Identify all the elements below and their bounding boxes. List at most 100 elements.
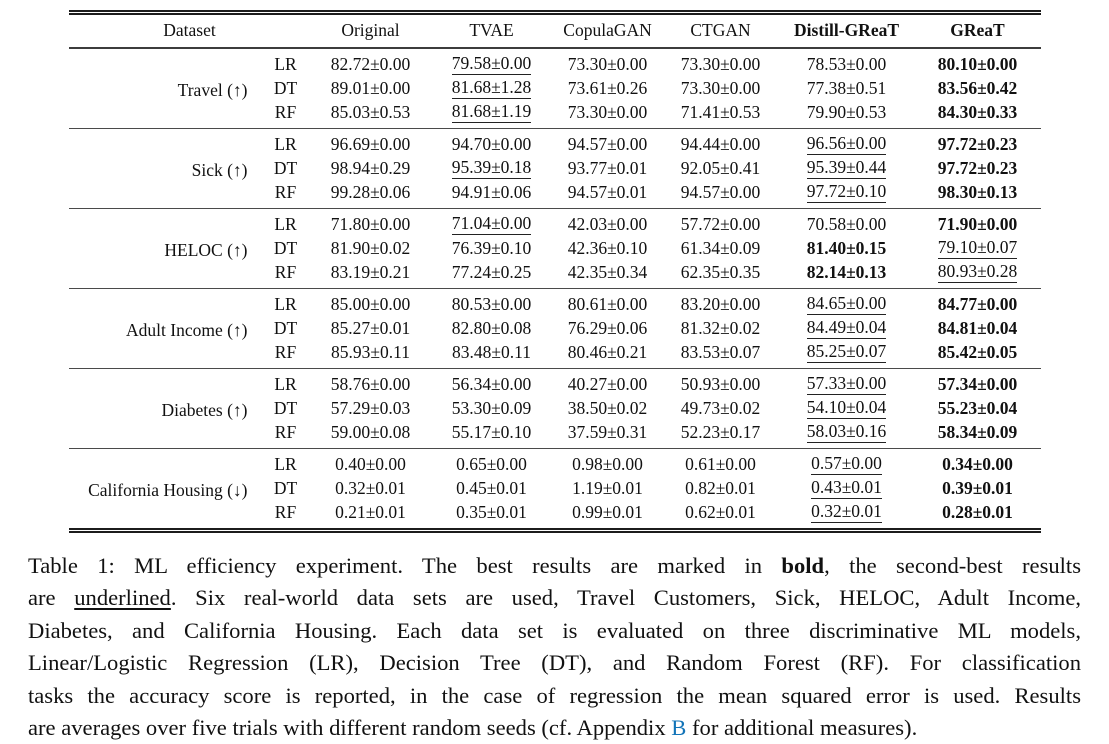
metric-value: 71.90±0.00	[937, 213, 1018, 234]
value-cell: 57.33±0.00	[779, 369, 915, 397]
metric-value: 1.19±0.01	[572, 477, 643, 498]
caption-text: Diabetes, and California Housing. Each d…	[28, 617, 1081, 643]
value-cell: 97.72±0.23	[915, 129, 1041, 157]
metric-value: 57.33±0.00	[806, 373, 887, 395]
table-row: DT 89.01±0.00 81.68±1.28 73.61±0.26 73.30±0.…	[69, 76, 1041, 100]
metric-value: 92.05±0.41	[680, 157, 761, 178]
appendix-b-link[interactable]: B	[671, 715, 687, 741]
dataset-label: Sick (↑)	[191, 159, 248, 180]
value-cell: 89.01±0.00	[311, 76, 431, 100]
metric-value: 83.19±0.21	[330, 261, 411, 282]
metric-value: 81.32±0.02	[680, 317, 761, 338]
metric-value: 0.62±0.01	[685, 501, 756, 522]
value-cell: 61.34±0.09	[663, 236, 779, 260]
model-label: DT	[273, 237, 298, 258]
value-cell: 82.72±0.00	[311, 48, 431, 76]
metric-value: 84.49±0.04	[806, 317, 887, 339]
metric-value: 80.93±0.28	[937, 261, 1018, 283]
value-cell: 42.36±0.10	[553, 236, 663, 260]
value-cell: 0.82±0.01	[663, 476, 779, 500]
metric-value: 58.34±0.09	[937, 421, 1018, 442]
value-cell: 73.61±0.26	[553, 76, 663, 100]
model-label: LR	[274, 53, 297, 74]
metric-value: 93.77±0.01	[567, 157, 648, 178]
metric-value: 37.59±0.31	[567, 421, 648, 442]
value-cell: 0.43±0.01	[779, 476, 915, 500]
value-cell: 84.30±0.33	[915, 100, 1041, 129]
caption-line: tasks the accuracy score is reported, in…	[28, 680, 1081, 712]
metric-value: 80.53±0.00	[451, 293, 532, 314]
model-label: RF	[274, 101, 297, 122]
dataset-group-adult-income: Adult Income (↑) LR 85.00±0.00 80.53±0.00 80…	[68, 288, 1041, 369]
value-cell: 97.72±0.10	[779, 180, 915, 209]
metric-value: 42.35±0.34	[567, 261, 648, 282]
metric-value: 83.53±0.07	[680, 341, 761, 362]
value-cell: 96.69±0.00	[311, 129, 431, 157]
metric-value: 79.10±0.07	[937, 237, 1018, 259]
metric-value: 0.40±0.00	[335, 453, 406, 474]
metric-value: 85.93±0.11	[331, 341, 410, 362]
value-cell: 54.10±0.04	[779, 396, 915, 420]
dataset-label: Travel (↑)	[177, 79, 248, 100]
metric-value: 0.98±0.00	[572, 453, 643, 474]
caption-text: bold	[781, 553, 825, 578]
model-label: DT	[273, 317, 298, 338]
value-cell: 81.90±0.02	[311, 236, 431, 260]
value-cell: 81.68±1.19	[431, 100, 553, 129]
metric-value: 61.34±0.09	[680, 237, 761, 258]
value-cell: 55.23±0.04	[915, 396, 1041, 420]
metric-value: 53.30±0.09	[451, 397, 532, 418]
metric-value: 81.68±1.28	[451, 77, 532, 99]
metric-value: 94.57±0.00	[567, 133, 648, 154]
model-label: LR	[274, 213, 297, 234]
value-cell: 79.10±0.07	[915, 236, 1041, 260]
metric-value: 0.65±0.00	[456, 453, 527, 474]
value-cell: 99.28±0.06	[311, 180, 431, 209]
value-cell: 71.04±0.00	[431, 209, 553, 237]
value-cell: 94.91±0.06	[431, 180, 553, 209]
model-label: DT	[273, 157, 298, 178]
metric-value: 0.34±0.00	[942, 453, 1013, 474]
model-label: RF	[274, 501, 297, 522]
value-cell: 57.29±0.03	[311, 396, 431, 420]
value-cell: 94.70±0.00	[431, 129, 553, 157]
model-label: DT	[273, 477, 298, 498]
value-cell: 94.57±0.00	[553, 129, 663, 157]
value-cell: 58.76±0.00	[311, 369, 431, 397]
metric-value: 73.30±0.00	[680, 53, 761, 74]
value-cell: 77.38±0.51	[779, 76, 915, 100]
table-row: RF 59.00±0.08 55.17±0.10 37.59±0.31 52.23±0.…	[69, 420, 1041, 449]
metric-value: 85.03±0.53	[330, 101, 411, 122]
model-label: DT	[273, 77, 298, 98]
metric-value: 71.41±0.53	[680, 101, 761, 122]
value-cell: 84.77±0.00	[915, 289, 1041, 317]
value-cell: 76.39±0.10	[431, 236, 553, 260]
caption-text: , the second-best results	[824, 553, 1082, 578]
metric-value: 77.24±0.25	[451, 261, 532, 282]
caption-text: underlined	[74, 585, 171, 611]
table-row: RF 99.28±0.06 94.91±0.06 94.57±0.01 94.57±0.…	[69, 180, 1041, 209]
col-header-ctgan: CTGAN	[662, 15, 779, 49]
dataset-label: California Housing (↓)	[88, 479, 248, 500]
value-cell: 58.03±0.16	[779, 420, 915, 449]
metric-value: 98.30±0.13	[937, 181, 1018, 202]
value-cell: 92.05±0.41	[663, 156, 779, 180]
value-cell: 85.27±0.01	[311, 316, 431, 340]
value-cell: 94.57±0.00	[663, 180, 779, 209]
metric-value: 77.38±0.51	[806, 77, 887, 98]
value-cell: 85.03±0.53	[311, 100, 431, 129]
value-cell: 98.30±0.13	[915, 180, 1041, 209]
value-cell: 38.50±0.02	[553, 396, 663, 420]
metric-value: 79.90±0.53	[806, 101, 887, 122]
metric-value: 40.27±0.00	[567, 373, 648, 394]
value-cell: 56.34±0.00	[431, 369, 553, 397]
metric-value: 81.40±0.15	[806, 237, 887, 258]
metric-value: 80.46±0.21	[567, 341, 648, 362]
metric-value: 0.43±0.01	[811, 477, 882, 499]
metric-value: 0.32±0.01	[811, 501, 882, 523]
metric-value: 85.42±0.05	[937, 341, 1018, 362]
metric-value: 52.23±0.17	[680, 421, 761, 442]
metric-value: 85.25±0.07	[806, 341, 887, 363]
metric-value: 94.57±0.01	[567, 181, 648, 202]
metric-value: 0.57±0.00	[811, 453, 882, 475]
